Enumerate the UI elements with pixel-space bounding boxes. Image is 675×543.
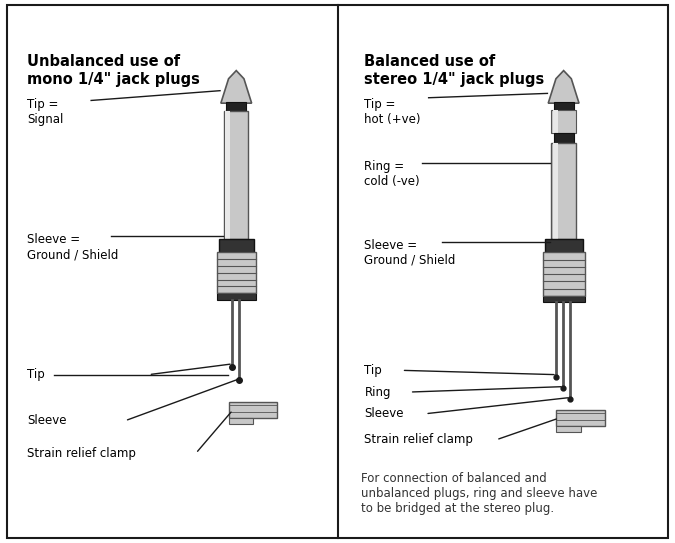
Text: Tip =
Signal: Tip = Signal bbox=[27, 98, 63, 126]
Bar bbox=[543, 252, 585, 296]
Polygon shape bbox=[548, 71, 579, 103]
Bar bbox=[224, 111, 248, 239]
Bar bbox=[225, 111, 230, 239]
Text: Tip: Tip bbox=[364, 364, 382, 377]
Text: Ring =
cold (-ve): Ring = cold (-ve) bbox=[364, 160, 420, 188]
Text: Sleeve =
Ground / Shield: Sleeve = Ground / Shield bbox=[27, 233, 118, 262]
Bar bbox=[219, 239, 254, 252]
Bar bbox=[556, 410, 605, 426]
Bar bbox=[217, 293, 256, 300]
Text: Strain relief clamp: Strain relief clamp bbox=[27, 447, 136, 460]
Text: Sleeve: Sleeve bbox=[27, 414, 67, 427]
Bar bbox=[217, 252, 256, 293]
Text: Balanced use of
stereo 1/4" jack plugs: Balanced use of stereo 1/4" jack plugs bbox=[364, 54, 545, 87]
Bar bbox=[556, 426, 580, 432]
Bar bbox=[551, 110, 576, 133]
Text: Strain relief clamp: Strain relief clamp bbox=[364, 433, 473, 446]
Bar bbox=[226, 102, 246, 111]
Bar bbox=[543, 296, 585, 302]
Text: Sleeve =
Ground / Shield: Sleeve = Ground / Shield bbox=[364, 239, 456, 267]
Bar bbox=[553, 143, 558, 239]
Text: Tip =
hot (+ve): Tip = hot (+ve) bbox=[364, 98, 421, 126]
Bar bbox=[551, 143, 576, 239]
Bar bbox=[545, 239, 583, 252]
Text: For connection of balanced and
unbalanced plugs, ring and sleeve have
to be brid: For connection of balanced and unbalance… bbox=[361, 472, 597, 515]
Bar bbox=[230, 418, 253, 424]
Bar bbox=[554, 133, 574, 143]
Text: Unbalanced use of
mono 1/4" jack plugs: Unbalanced use of mono 1/4" jack plugs bbox=[27, 54, 200, 87]
Bar bbox=[554, 102, 574, 110]
Text: Ring: Ring bbox=[364, 386, 391, 399]
Bar bbox=[230, 402, 277, 418]
Bar bbox=[553, 110, 558, 133]
Text: Tip: Tip bbox=[27, 368, 45, 381]
Polygon shape bbox=[221, 71, 252, 103]
Text: Sleeve: Sleeve bbox=[364, 407, 404, 420]
